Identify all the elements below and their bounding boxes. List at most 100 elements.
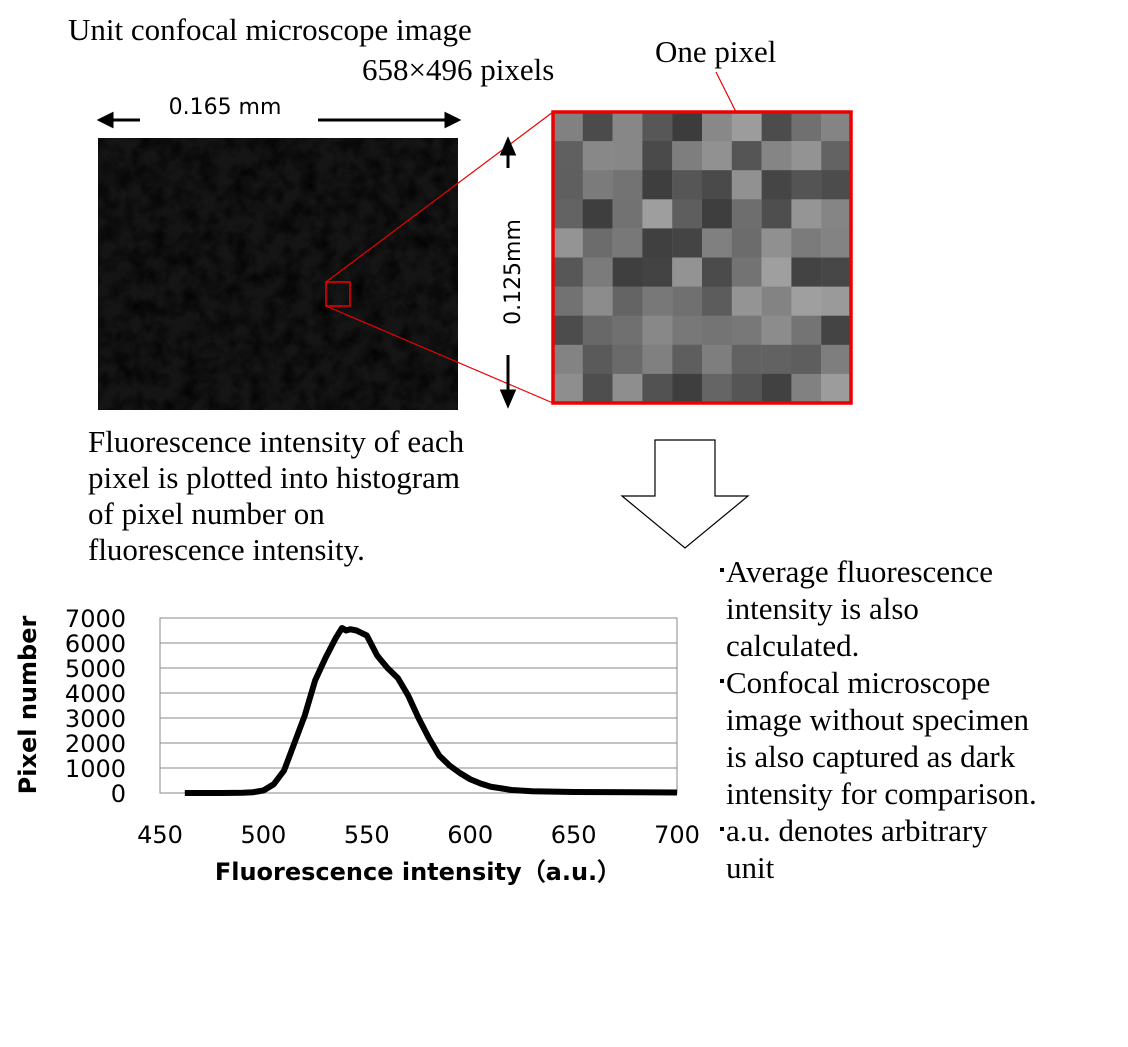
pixel-cell <box>791 286 822 317</box>
pixel-cell <box>612 257 643 287</box>
pixel-cell <box>761 199 792 229</box>
pixel-cell <box>821 315 852 346</box>
note-line: image without specimen <box>726 702 1030 737</box>
pixel-cell <box>791 228 822 258</box>
pixel-cell <box>672 373 703 404</box>
pixel-cell <box>731 228 762 258</box>
pixel-cell <box>702 199 732 229</box>
description-line: of pixel number on <box>88 496 325 531</box>
pixel-cell <box>821 112 852 142</box>
pixel-cell <box>553 228 583 258</box>
note-line: calculated. <box>726 628 859 663</box>
pixel-cell <box>821 373 852 404</box>
pixel-cell <box>791 257 822 287</box>
pixel-cell <box>612 344 643 375</box>
pixel-cell <box>731 112 762 142</box>
pixel-region <box>325 281 351 307</box>
pixel-cell <box>582 257 613 287</box>
description-line: fluorescence intensity. <box>88 532 365 567</box>
pixel-cell <box>672 112 703 142</box>
pixel-cell <box>821 286 852 317</box>
width-label: 0.165 mm <box>169 95 282 120</box>
pixel-cell <box>612 286 643 317</box>
pixel-cell <box>582 199 613 229</box>
pixel-grid <box>553 112 852 404</box>
pixel-cell <box>612 373 643 404</box>
x-tick-label: 700 <box>654 821 700 849</box>
pixel-cell <box>612 228 643 258</box>
pixel-cell <box>612 315 643 346</box>
pixel-cell <box>761 315 792 346</box>
pixel-cell <box>642 199 673 229</box>
pixel-cell <box>731 373 762 404</box>
pixel-cell <box>642 315 673 346</box>
pixel-cell <box>821 199 852 229</box>
pixel-cell <box>761 112 792 142</box>
pixel-cell <box>702 228 732 258</box>
pixel-cell <box>731 257 762 287</box>
pixel-cell <box>582 373 613 404</box>
pixel-cell <box>582 112 613 142</box>
y-tick-label: 0 <box>111 780 126 808</box>
note-line: Confocal microscope <box>726 665 990 700</box>
note-line: unit <box>726 850 775 885</box>
pixel-cell <box>791 170 822 200</box>
y-tick-label: 7000 <box>65 605 126 633</box>
pixel-cell <box>791 344 822 375</box>
note-line: intensity for comparison. <box>726 776 1037 811</box>
pixel-cell <box>821 141 852 171</box>
pixel-cell <box>553 286 583 317</box>
description-line: Fluorescence intensity of each <box>88 424 465 459</box>
bullet <box>720 679 724 683</box>
y-tick-label: 4000 <box>65 680 126 708</box>
pixel-cell <box>642 286 673 317</box>
pixel-cell <box>702 373 732 404</box>
pixel-cell <box>553 112 583 142</box>
pixel-cell <box>791 315 822 346</box>
zoom-line <box>325 305 554 404</box>
pixel-cell <box>642 141 673 171</box>
x-tick-label: 500 <box>240 821 286 849</box>
pixel-cell <box>702 257 732 287</box>
pixel-cell <box>582 286 613 317</box>
pixel-cell <box>672 286 703 317</box>
pixel-cell <box>672 199 703 229</box>
pixel-cell <box>582 315 613 346</box>
pixel-cell <box>702 170 732 200</box>
pixel-cell <box>582 228 613 258</box>
microscope-texture <box>98 138 458 410</box>
pixel-cell <box>553 141 583 171</box>
pixel-cell <box>731 141 762 171</box>
data-line <box>184 625 678 796</box>
pixel-cell <box>672 170 703 200</box>
pixel-cell <box>642 344 673 375</box>
pixel-cell <box>761 257 792 287</box>
pixel-cell <box>702 315 732 346</box>
note-line: Average fluorescence <box>726 554 993 589</box>
description-line: pixel is plotted into histogram <box>88 460 460 495</box>
pixel-cell <box>821 228 852 258</box>
plot-frame <box>159 617 678 794</box>
pixel-cell <box>761 344 792 375</box>
pixel-cell <box>791 112 822 142</box>
pixel-cell <box>612 199 643 229</box>
pixel-cell <box>731 199 762 229</box>
pixel-cell <box>582 344 613 375</box>
bullet <box>720 568 724 572</box>
pixel-cell <box>553 315 583 346</box>
image-title: Unit confocal microscope image <box>68 12 472 47</box>
x-tick-label: 450 <box>137 821 183 849</box>
pixel-cell <box>702 141 732 171</box>
pixel-label: One pixel <box>655 34 776 69</box>
x-axis-title: Fluorescence intensity（a.u.） <box>215 858 621 886</box>
y-tick-label: 5000 <box>65 655 126 683</box>
height-label: 0.125mm <box>501 219 526 325</box>
pixel-cell <box>791 373 822 404</box>
pixel-cell <box>642 257 673 287</box>
pixel-cell <box>731 170 762 200</box>
zoom-box <box>551 110 853 405</box>
y-axis-title: Pixel number <box>14 616 42 795</box>
pixel-cell <box>761 286 792 317</box>
